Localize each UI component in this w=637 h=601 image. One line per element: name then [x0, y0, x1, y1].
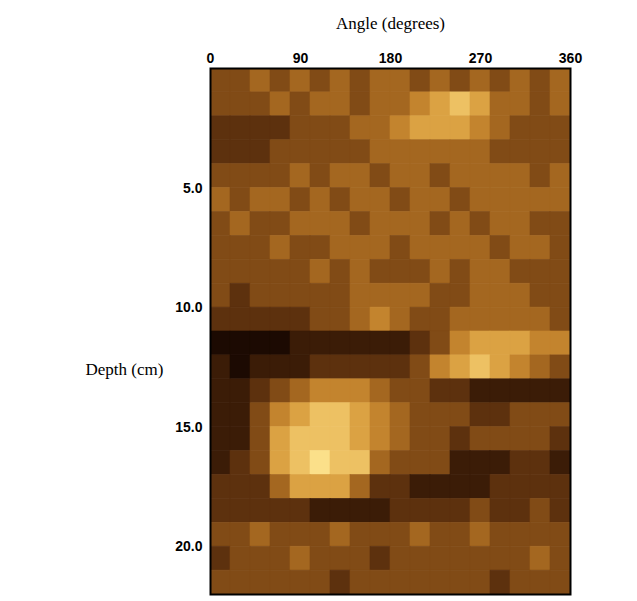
svg-text:15.0: 15.0 [175, 419, 202, 435]
svg-text:360: 360 [559, 50, 583, 66]
svg-text:10.0: 10.0 [175, 299, 202, 315]
svg-text:270: 270 [469, 50, 493, 66]
svg-text:180: 180 [379, 50, 403, 66]
svg-text:90: 90 [293, 50, 309, 66]
svg-text:0: 0 [207, 50, 215, 66]
svg-text:5.0: 5.0 [183, 180, 203, 196]
svg-text:Angle (degrees): Angle (degrees) [336, 14, 445, 33]
svg-text:Depth (cm): Depth (cm) [86, 360, 164, 379]
svg-text:20.0: 20.0 [175, 538, 202, 554]
